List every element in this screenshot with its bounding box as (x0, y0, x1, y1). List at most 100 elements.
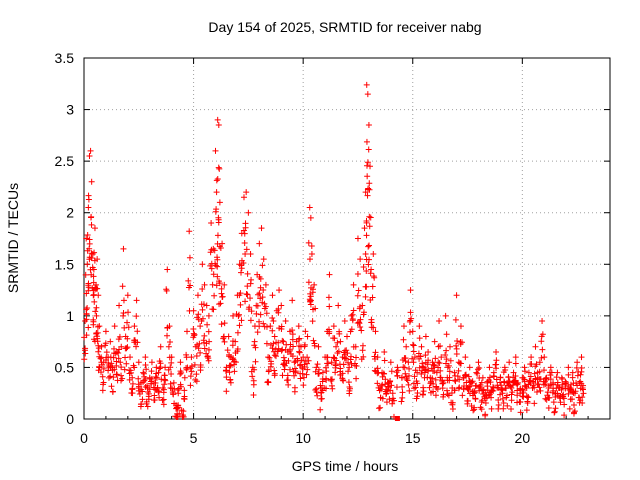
data-point (85, 196, 92, 203)
data-point (251, 366, 258, 373)
data-point (259, 262, 266, 269)
data-point (275, 339, 282, 346)
data-point (364, 159, 371, 166)
data-point (110, 345, 117, 352)
data-point (201, 281, 208, 288)
data-point (374, 370, 381, 377)
data-point (305, 279, 312, 286)
data-point (357, 316, 364, 323)
data-point (286, 366, 293, 373)
data-point (388, 368, 395, 375)
data-point (84, 261, 91, 268)
data-point (508, 397, 515, 404)
data-point (218, 321, 225, 328)
data-point (474, 370, 481, 377)
data-point (207, 249, 214, 256)
data-point (508, 391, 515, 398)
data-point (540, 367, 547, 374)
data-point (215, 278, 222, 285)
data-point (514, 387, 521, 394)
data-point (259, 294, 266, 301)
data-point (131, 364, 138, 371)
data-point (199, 285, 206, 292)
data-point (379, 381, 386, 388)
data-point (405, 359, 412, 366)
data-point (241, 230, 248, 237)
data-point (269, 345, 276, 352)
data-point (231, 368, 238, 375)
data-point (216, 199, 223, 206)
data-point (341, 354, 348, 361)
data-point (252, 344, 259, 351)
data-point (148, 368, 155, 375)
data-point (473, 369, 480, 376)
data-point (470, 407, 477, 414)
data-point (205, 346, 212, 353)
data-point (359, 342, 366, 349)
data-point (419, 363, 426, 370)
data-point (115, 336, 122, 343)
data-point (399, 389, 406, 396)
data-point (110, 354, 117, 361)
data-point (273, 353, 280, 360)
data-point (406, 318, 413, 325)
data-point (566, 405, 573, 412)
data-point (210, 306, 217, 313)
data-point (168, 354, 175, 361)
data-point (93, 281, 100, 288)
data-point (215, 164, 222, 171)
data-point (366, 242, 373, 249)
data-point (343, 355, 350, 362)
data-point (281, 366, 288, 373)
data-point (111, 323, 118, 330)
data-point (247, 295, 254, 302)
data-point (83, 316, 90, 323)
data-point (224, 347, 231, 354)
data-point (386, 396, 393, 403)
y-tick-label: 3 (66, 102, 74, 118)
data-point (554, 379, 561, 386)
data-point (145, 396, 152, 403)
data-point (417, 353, 424, 360)
data-point (206, 338, 213, 345)
data-point (432, 392, 439, 399)
data-point (186, 254, 193, 261)
data-point (472, 395, 479, 402)
data-point (433, 383, 440, 390)
data-point (314, 361, 321, 368)
data-point (385, 383, 392, 390)
data-point (134, 328, 141, 335)
data-point (168, 370, 175, 377)
data-point (364, 192, 371, 199)
data-point (108, 360, 115, 367)
data-point (337, 338, 344, 345)
data-point (262, 281, 269, 288)
data-point (142, 354, 149, 361)
data-point (193, 378, 200, 385)
data-point (91, 298, 98, 305)
data-point (535, 381, 542, 388)
data-point (139, 396, 146, 403)
data-point (280, 338, 287, 345)
data-point (254, 329, 261, 336)
data-point (270, 340, 277, 347)
data-point (328, 359, 335, 366)
data-point (357, 256, 364, 263)
data-point (216, 165, 223, 172)
data-point (502, 367, 509, 374)
data-point (354, 292, 361, 299)
data-point (443, 356, 450, 363)
data-point (355, 287, 362, 294)
y-tick-label: 1 (66, 308, 74, 324)
data-point (286, 347, 293, 354)
data-point (350, 307, 357, 314)
data-point (111, 366, 118, 373)
data-point (402, 370, 409, 377)
data-point (212, 262, 219, 269)
data-point (108, 383, 115, 390)
data-point (256, 240, 263, 247)
data-point (560, 393, 567, 400)
data-point (449, 406, 456, 413)
data-point (453, 342, 460, 349)
data-point (135, 375, 142, 382)
